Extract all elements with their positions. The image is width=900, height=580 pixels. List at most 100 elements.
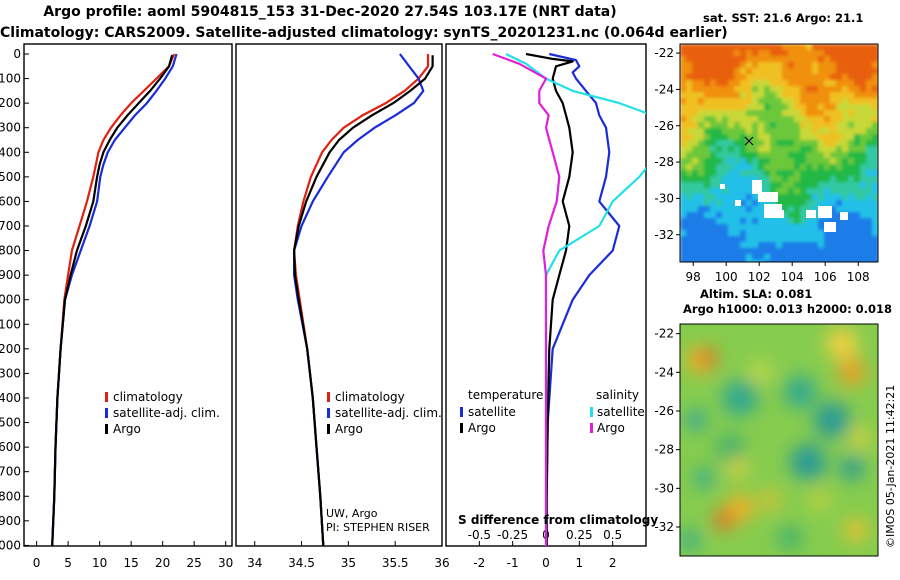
series-line-argo (293, 55, 434, 546)
x-tick-label: 10 (92, 556, 107, 570)
x-tick-label-salinity: 0.25 (566, 528, 593, 542)
sst-map-axes: -22 -24 -26 -28 -30 -32 98 100 102 104 106 108 (654, 46, 869, 284)
depth-tick-label: 700 (0, 219, 21, 233)
lat-tick-label: -30 (654, 191, 674, 205)
lon-tick-label: 100 (715, 270, 738, 284)
sla-map-frame (679, 323, 879, 557)
x-tick-label: -1 (507, 556, 519, 570)
legend-swatch-climatology (327, 392, 330, 402)
lat-tick-label: -28 (654, 155, 674, 169)
difference-x-axis: -2 -1 0 1 2-0.5 -0.25 0 0.25 0.5 (468, 528, 623, 570)
legend-swatch-temp-argo (460, 423, 463, 433)
legend-swatch-climatology (105, 392, 108, 402)
difference-series (492, 52, 646, 546)
series-line-salinity-satellite (505, 53, 646, 546)
depth-tick-label: 900 (0, 268, 21, 282)
series-line-climatology (293, 54, 430, 546)
sla-map-title: Altim. SLA: 0.081 (700, 287, 813, 301)
depth-tick-label: 1400 (0, 391, 21, 405)
x-tick-label: 0 (542, 556, 550, 570)
legend-swatch-argo (327, 424, 330, 434)
x-tick-label: 15 (124, 556, 139, 570)
series-line-climatology (51, 53, 176, 546)
lon-tick-label: 106 (814, 270, 837, 284)
salinity-panel-frame (235, 43, 443, 547)
x-tick-label: 34.5 (288, 556, 315, 570)
legend-swatch-sal-satellite (590, 407, 593, 417)
temperature-x-axis: 0 5 10 15 20 25 30 (33, 541, 233, 570)
sla-map-subtitle: Argo h1000: 0.013 h2000: 0.018 (683, 302, 893, 316)
salinity-x-axis: 34 34.5 35 35.5 36 (247, 541, 450, 570)
lat-tick-label: -24 (654, 82, 674, 96)
depth-tick-label: 800 (0, 244, 21, 258)
x-tick-label: 30 (218, 556, 233, 570)
legend-swatch-argo (105, 424, 108, 434)
lat-tick-label: -28 (654, 443, 674, 457)
legend-label-sal-argo: Argo (597, 421, 625, 435)
legend-label-sal-satellite: satellite (597, 405, 645, 419)
depth-tick-label: 1000 (0, 293, 21, 307)
legend-label-satellite-adj: satellite-adj. clim. (113, 406, 220, 420)
difference-axis-title: S difference from climatology (458, 513, 658, 527)
salinity-series (293, 53, 434, 546)
depth-tick-label: 500 (0, 170, 21, 184)
series-line-satellite-adj-clim- (51, 53, 178, 546)
lon-tick-label: 98 (686, 270, 701, 284)
depth-tick-label: 1700 (0, 465, 21, 479)
series-line-temperature-argo (525, 52, 574, 546)
series-line-temperature-satellite (545, 52, 621, 546)
x-tick-label: 35.5 (382, 556, 409, 570)
x-tick-label: 2 (609, 556, 617, 570)
legend-title-salinity: salinity (596, 388, 639, 402)
x-tick-label: -2 (473, 556, 485, 570)
sst-map-frame (679, 43, 879, 263)
temperature-panel-frame (23, 43, 233, 547)
lon-tick-label: 104 (781, 270, 804, 284)
legend-label-temp-satellite: satellite (468, 405, 516, 419)
sla-map (680, 324, 878, 556)
plot-title-line2: Climatology: CARS2009. Satellite-adjuste… (0, 25, 728, 41)
series-line-satellite-adj-clim- (293, 53, 425, 546)
depth-tick-label: 200 (0, 96, 21, 110)
lat-tick-label: -22 (654, 327, 674, 341)
x-tick-label: 20 (155, 556, 170, 570)
sst-map-title: sat. SST: 21.6 Argo: 21.1 (703, 11, 864, 25)
pi-annotation-line1: UW, Argo (326, 507, 378, 520)
lat-tick-label: -22 (654, 46, 674, 60)
sla-map-axes: -22 -24 -26 -28 -30 -32 (654, 327, 680, 534)
x-tick-label: 1 (576, 556, 584, 570)
legend-swatch-satellite (327, 408, 330, 418)
salinity-legend: climatology satellite-adj. clim. Argo (327, 390, 442, 436)
lat-tick-label: -24 (654, 365, 674, 379)
difference-legend: temperature salinity satellite Argo sate… (460, 388, 645, 435)
legend-label-climatology: climatology (335, 390, 405, 404)
legend-swatch-temp-satellite (460, 407, 463, 417)
legend-label-climatology: climatology (113, 390, 183, 404)
lat-tick-label: -32 (654, 228, 674, 242)
depth-tick-label: 300 (0, 121, 21, 135)
x-tick-label-salinity: 0.5 (603, 528, 622, 542)
x-tick-label: 0 (33, 556, 41, 570)
legend-swatch-sal-argo (590, 423, 593, 433)
x-tick-label: 36 (434, 556, 449, 570)
depth-tick-label: 1300 (0, 366, 21, 380)
x-tick-label: 35 (341, 556, 356, 570)
series-line-argo (51, 54, 174, 546)
sst-map (680, 44, 878, 262)
depth-tick-label: 1500 (0, 416, 21, 430)
depth-tick-label: 600 (0, 194, 21, 208)
temperature-series (51, 53, 178, 546)
depth-tick-label: 1900 (0, 514, 21, 528)
x-tick-label-salinity: -0.25 (497, 528, 528, 542)
lat-tick-label: -30 (654, 481, 674, 495)
pi-annotation-line2: PI: STEPHEN RISER (326, 521, 430, 534)
depth-tick-label: 2000 (0, 538, 21, 552)
x-tick-label-salinity: -0.5 (468, 528, 491, 542)
legend-label-temp-argo: Argo (468, 421, 496, 435)
x-tick-label: 25 (187, 556, 202, 570)
legend-swatch-satellite (105, 408, 108, 418)
depth-tick-label: 400 (0, 145, 21, 159)
profile-location-marker (744, 136, 754, 146)
series-line-salinity-argo (492, 52, 561, 546)
